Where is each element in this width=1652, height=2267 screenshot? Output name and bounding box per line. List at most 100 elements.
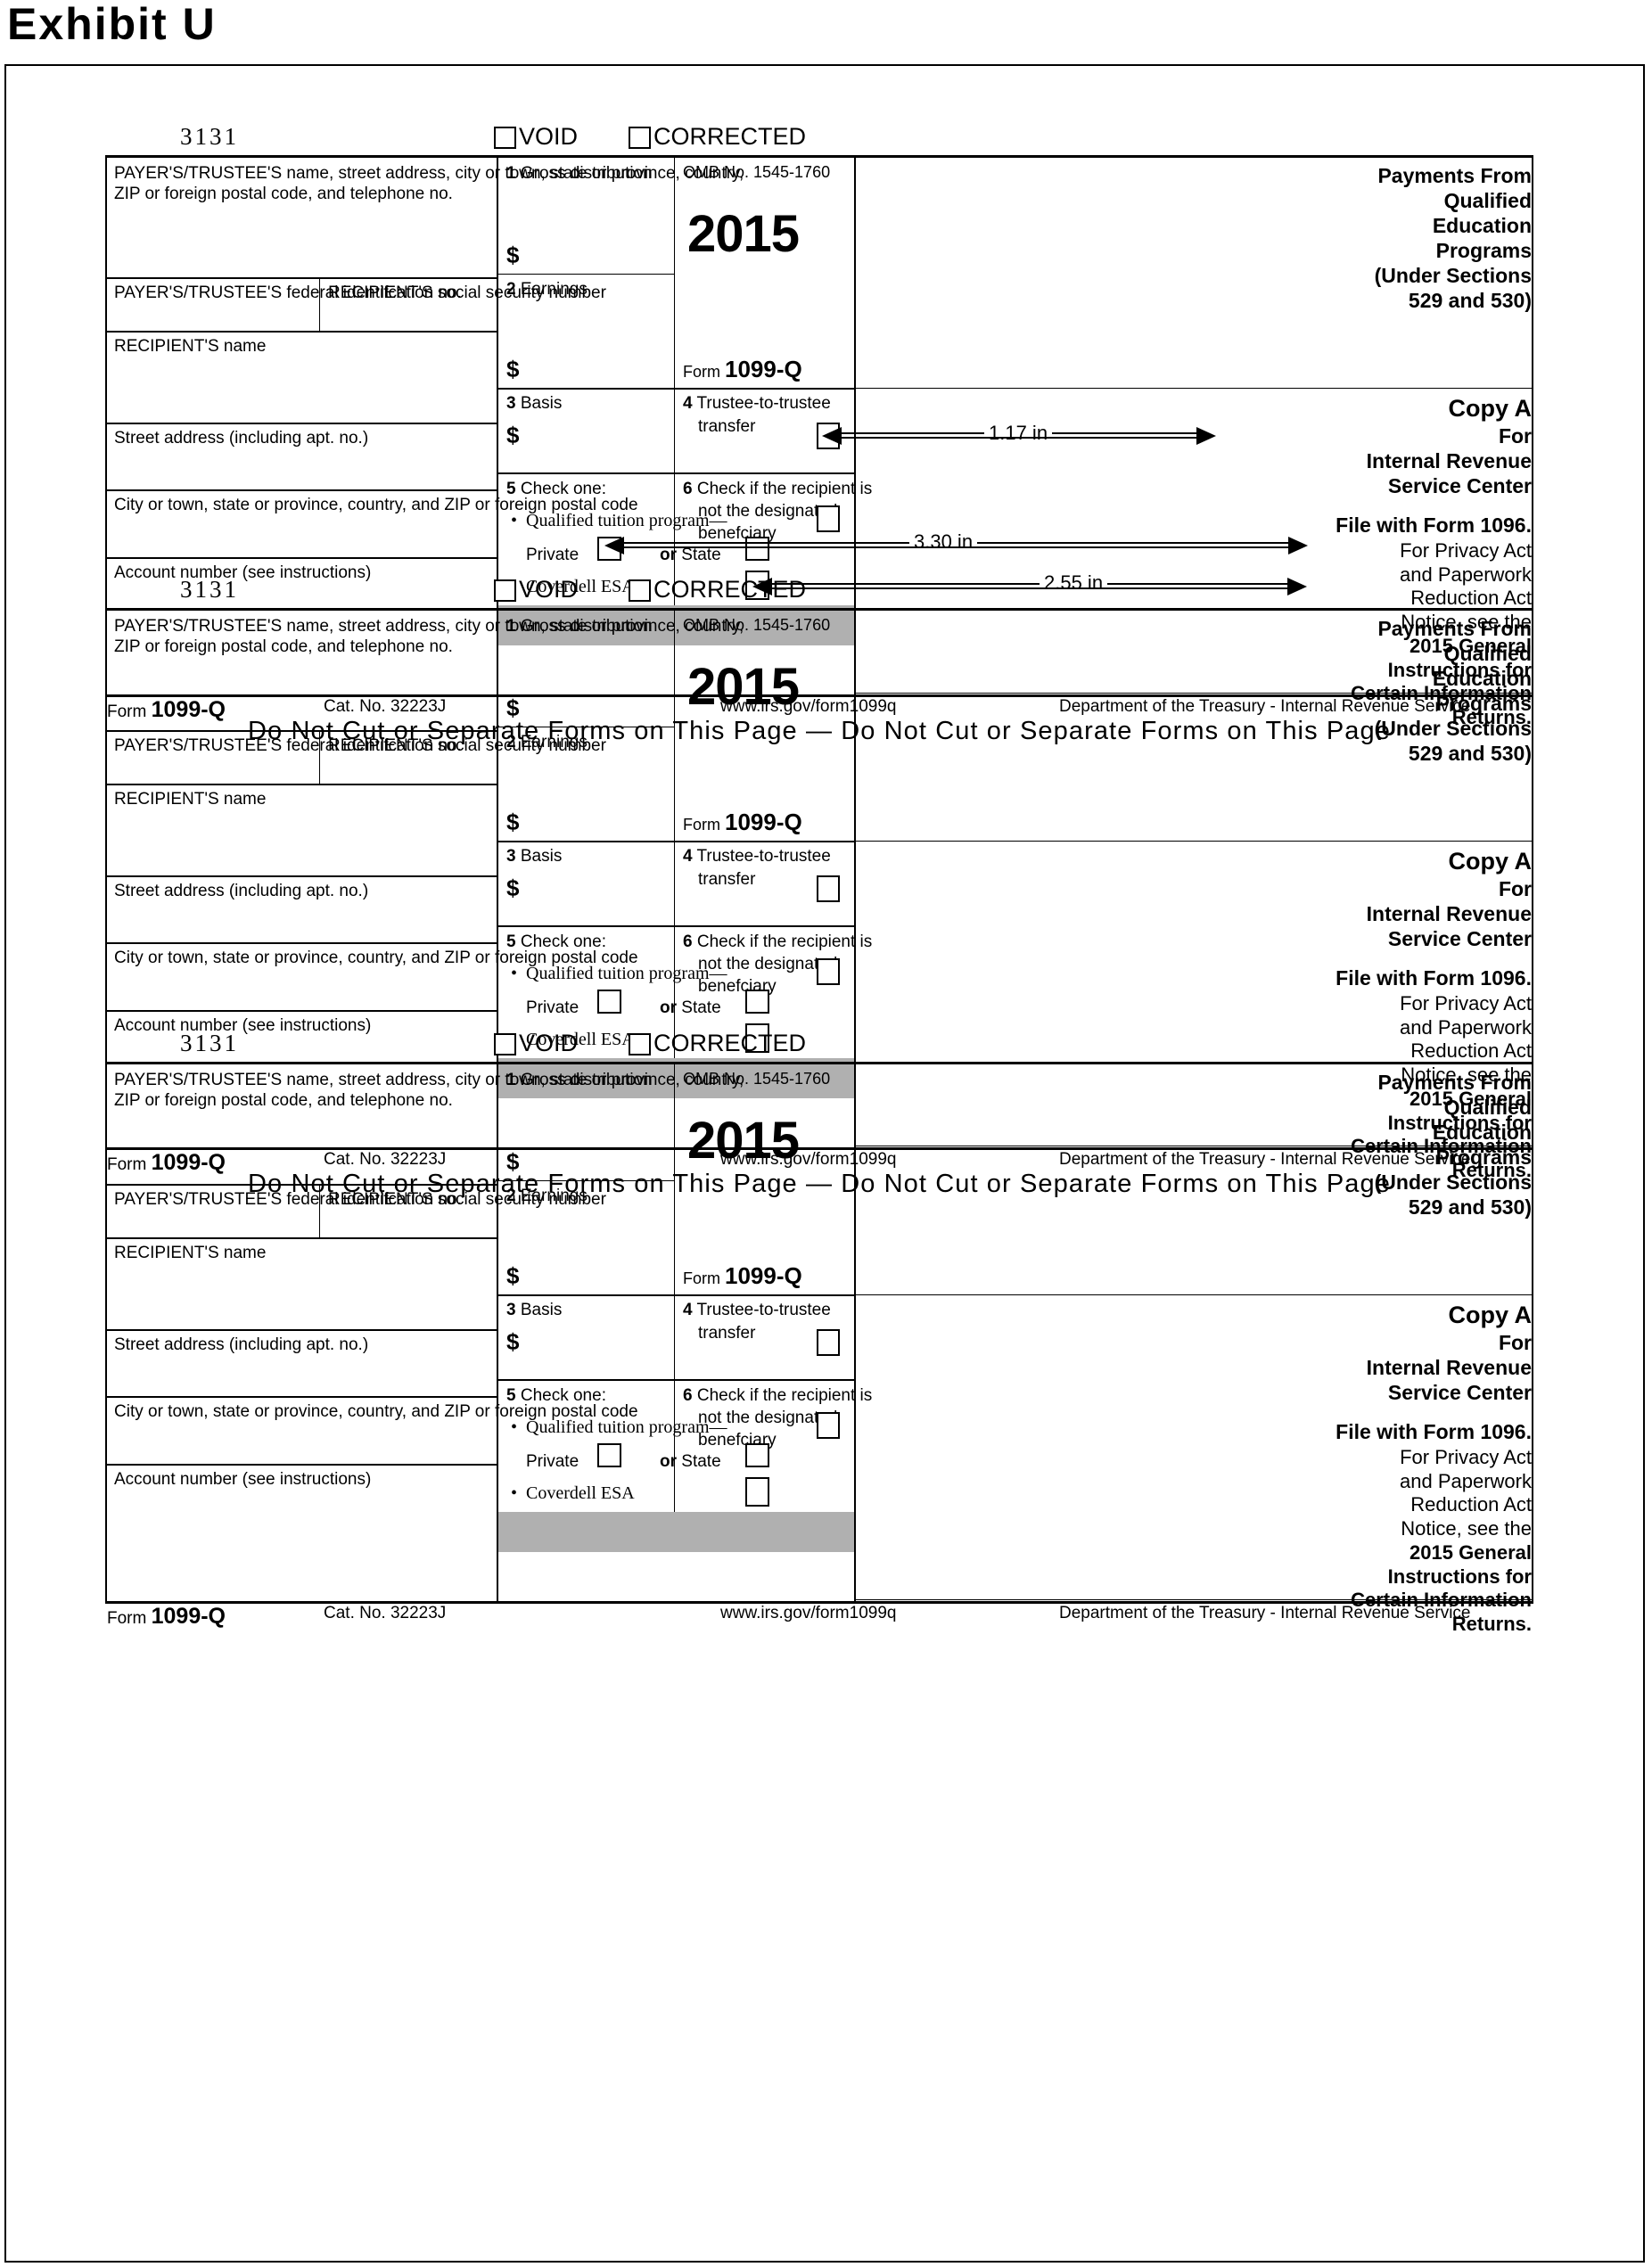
- corrected-checkbox-2[interactable]: [629, 579, 651, 602]
- box5-or-state-label-3: or State: [660, 1451, 721, 1472]
- city-state-zip-label-3: City or town, state or province, country…: [114, 1402, 638, 1421]
- footer-form-prefix-2: Form: [107, 1155, 147, 1174]
- box5-state-checkbox[interactable]: [745, 537, 769, 561]
- rule-h-box2-bottom: [497, 388, 854, 390]
- box3-label-2: 3 Basis: [506, 846, 562, 867]
- box5-coverdell-checkbox-2[interactable]: [745, 1023, 769, 1053]
- copy-a-privacy-notice-2: For Privacy Act and Paperwork Reduction …: [1400, 992, 1532, 1086]
- form-grid: PAYER'S/TRUSTEE'S name, street address, …: [105, 155, 1533, 728]
- footer-form-prefix: Form: [107, 702, 147, 721]
- box2-number-2: 2: [506, 733, 516, 752]
- page-border: [4, 64, 1645, 2263]
- box6-text-2: not the designated: [698, 502, 838, 521]
- box4-checkbox-3[interactable]: [817, 1329, 840, 1356]
- dim-1-17-in-line: 1.17 in: [822, 422, 1216, 445]
- corrected-checkbox[interactable]: [629, 127, 651, 149]
- copy-a-file-1096-3: File with Form 1096.: [1336, 1420, 1532, 1443]
- box5-state-text-2: State: [681, 998, 721, 1017]
- rule-h-street-bottom-2: [105, 942, 497, 944]
- footer-url-2[interactable]: www.irs.gov/form1099q: [720, 1150, 897, 1169]
- box4-checkbox-2[interactable]: [817, 875, 840, 902]
- box1-number-2: 1: [506, 617, 516, 636]
- dim-1-17-in-text: 1.17 in: [984, 422, 1053, 445]
- form-id-3131: 3131: [180, 123, 239, 150]
- box5-text-2: Check one:: [520, 932, 606, 951]
- footer-cat-no: Cat. No. 32223J: [324, 697, 447, 716]
- footer-url[interactable]: www.irs.gov/form1099q: [720, 697, 897, 716]
- box3-number: 3: [506, 394, 516, 413]
- box6-text-2-2: not the designated: [698, 955, 838, 973]
- footer-cat-no-3: Cat. No. 32223J: [324, 1604, 447, 1622]
- box5-private-label-3: Private: [526, 1452, 579, 1471]
- form-header-row: 3131 VOID CORRECTED: [105, 123, 1533, 155]
- box4-label-line2-3: transfer: [698, 1324, 756, 1343]
- box3-number-3: 3: [506, 1301, 516, 1319]
- void-checkbox-2[interactable]: [494, 579, 516, 602]
- box6-number: 6: [683, 480, 693, 498]
- rule-v-payer-tin-split-2: [319, 730, 320, 784]
- void-checkbox-3[interactable]: [494, 1033, 516, 1055]
- rule-v-box46: [674, 388, 675, 605]
- box5-number-2: 5: [506, 932, 516, 951]
- rule-v-omb-2: [674, 611, 675, 841]
- box5-private-checkbox-2[interactable]: [597, 990, 621, 1014]
- box1-text-2: Gross distribution: [520, 617, 653, 636]
- box5-state-checkbox-3[interactable]: [745, 1443, 769, 1467]
- corrected-checkbox-3[interactable]: [629, 1033, 651, 1055]
- box3-currency-3: $: [506, 1328, 520, 1355]
- box3-text: Basis: [520, 394, 563, 413]
- box5-label-2: 5 Check one:: [506, 932, 606, 952]
- corrected-label-2: CORRECTED: [653, 576, 807, 603]
- box5-label: 5 Check one:: [506, 479, 606, 499]
- box3-currency: $: [506, 422, 520, 448]
- footer-url-3[interactable]: www.irs.gov/form1099q: [720, 1604, 897, 1622]
- box5-private-checkbox-3[interactable]: [597, 1443, 621, 1467]
- bullet-dot-icon: •: [511, 511, 518, 530]
- box2-text-3: Earnings: [520, 1187, 588, 1205]
- bullet-dot-icon-5: •: [511, 1417, 518, 1437]
- account-number-label: Account number (see instructions): [114, 563, 372, 582]
- box1-currency: $: [506, 242, 520, 268]
- box6-label-3: 6 Check if the recipient is: [683, 1385, 872, 1406]
- rule-h-box34-bottom-2: [497, 925, 854, 927]
- rule-h-recipname-bottom-2: [105, 875, 497, 877]
- footer-form-prefix-3: Form: [107, 1609, 147, 1628]
- form-id-3131-2: 3131: [180, 576, 239, 603]
- form-footer-3: Form 1099-Q Cat. No. 32223J www.irs.gov/…: [105, 1604, 1533, 1629]
- rule-h-city-bottom-3: [105, 1464, 497, 1466]
- footer-form-number-3: 1099-Q: [151, 1604, 226, 1629]
- payer-tin-label-3: PAYER'S/TRUSTEE'S federal identifcation …: [114, 1190, 462, 1209]
- box1-currency-2: $: [506, 694, 520, 721]
- rule-v-right-edge-2: [1532, 611, 1533, 1147]
- box6-label-2: 6 Check if the recipient is: [683, 932, 872, 952]
- gray-shaded-band-3: [498, 1512, 854, 1552]
- box6-text-1-3: Check if the recipient is: [696, 1386, 873, 1405]
- box6-text-3-2: benefciary: [698, 977, 777, 996]
- box5-coverdell-checkbox-3[interactable]: [745, 1477, 769, 1507]
- box5-state-checkbox-2[interactable]: [745, 990, 769, 1014]
- tax-year-2: 2015: [687, 658, 800, 716]
- recipient-ssn-label-2: RECIPIENT'S social security number: [328, 736, 606, 755]
- box1-currency-3: $: [506, 1148, 520, 1175]
- box2-number-3: 2: [506, 1187, 516, 1205]
- box6-checkbox[interactable]: [817, 505, 840, 532]
- box5-state-text-3: State: [681, 1452, 721, 1471]
- box6-checkbox-2[interactable]: [817, 958, 840, 985]
- copy-a-heading-2: Copy A: [1448, 848, 1533, 875]
- rule-v-payer-tin-split: [319, 277, 320, 331]
- box6-checkbox-3[interactable]: [817, 1412, 840, 1439]
- box5-or-state-label-2: or State: [660, 998, 721, 1018]
- rule-h-recipname-bottom-3: [105, 1329, 497, 1331]
- payer-block-label-2: PAYER'S/TRUSTEE'S name, street address, …: [114, 617, 744, 657]
- omb-form-line: Form 1099-Q: [683, 356, 802, 383]
- box2-label-3: 2 Earnings: [506, 1186, 588, 1206]
- box5-text-3: Check one:: [520, 1386, 606, 1405]
- bullet-dot-icon-6: •: [511, 1483, 518, 1503]
- void-checkbox[interactable]: [494, 127, 516, 149]
- rule-h-tin-bottom: [105, 331, 497, 333]
- box6-text-3-3: benefciary: [698, 1431, 777, 1450]
- omb-form-number-2: 1099-Q: [725, 809, 802, 835]
- box3-number-2: 3: [506, 847, 516, 866]
- box4-number-2: 4: [683, 847, 693, 866]
- rule-v-copya: [854, 158, 856, 694]
